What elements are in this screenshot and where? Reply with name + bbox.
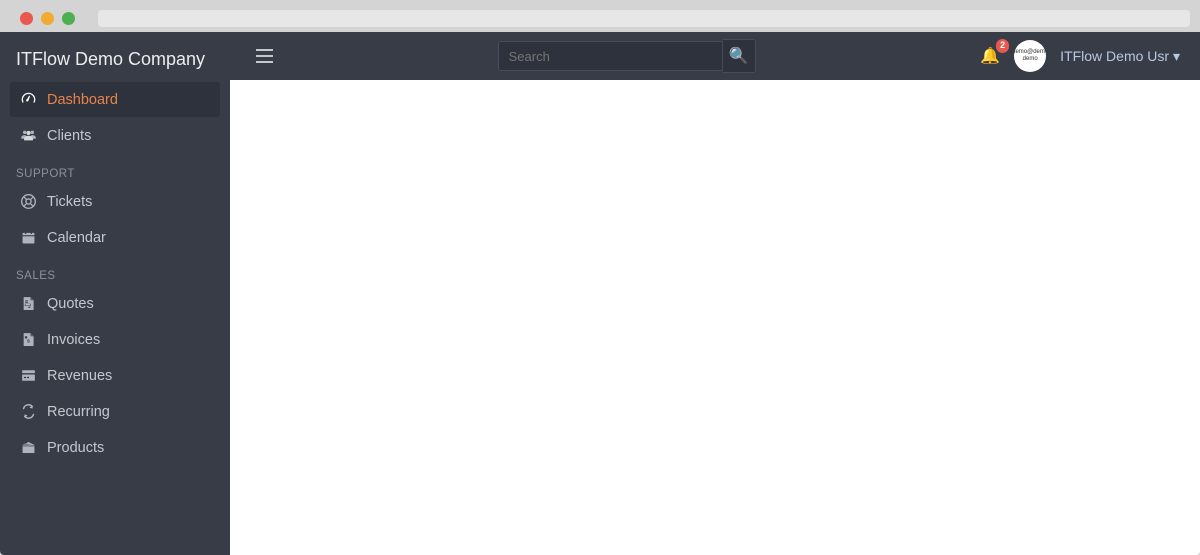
svg-text:$: $ [27,338,30,344]
